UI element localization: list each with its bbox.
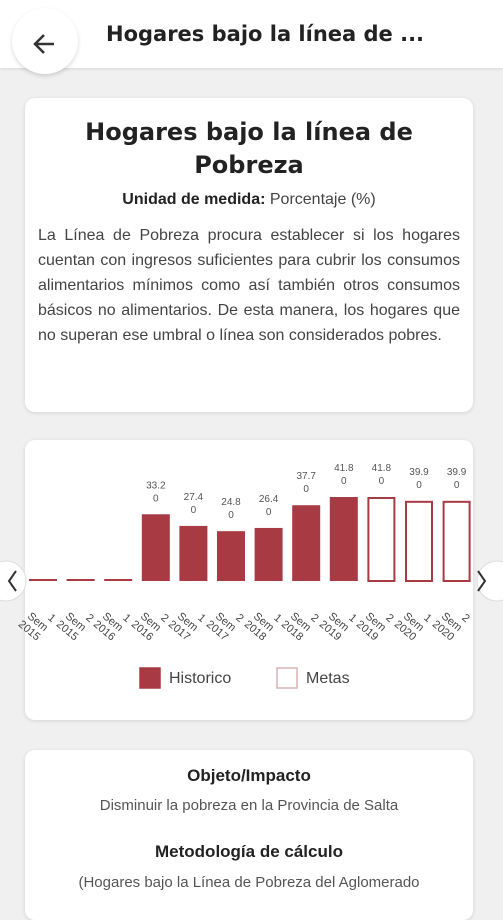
bar	[329, 497, 358, 581]
bar	[367, 497, 396, 582]
chart-svg: 33.2 0 27.4 0 24.8 0 26.4 0 37.7 0 41.8 0 41.8 0 39.9 0…	[0, 463, 503, 689]
value-label: 33.2	[146, 480, 166, 491]
back-icon	[33, 34, 54, 54]
unit-value: Porcentaje (%)	[269, 191, 376, 208]
value-label: 0	[341, 476, 347, 487]
summary-card: Hogares bajo la línea de Pobreza Unidad …	[25, 98, 473, 412]
top-bar	[0, 0, 503, 68]
value-label: 0	[454, 480, 460, 491]
chart-card	[25, 440, 473, 720]
value-label: 0	[266, 507, 272, 518]
bar	[405, 500, 433, 582]
value-label: 0	[153, 493, 159, 504]
value-label: 0	[416, 480, 422, 491]
objective-title: Objeto/Impacto	[187, 766, 311, 785]
method-title: Metodología de cálculo	[155, 842, 343, 861]
bar	[254, 527, 283, 581]
value-label: 39.9	[447, 467, 467, 478]
value-label: 41.8	[334, 463, 354, 474]
legend-label: Historico	[169, 670, 231, 687]
legend-swatch	[139, 667, 161, 689]
legend-swatch	[276, 667, 298, 689]
value-label: 27.4	[184, 492, 204, 503]
back-button[interactable]	[12, 8, 78, 74]
chart: 33.2 0 27.4 0 24.8 0 26.4 0 37.7 0 41.8 0 41.8 0 39.9 0…	[0, 440, 503, 720]
details-card: Objeto/Impacto Disminuir la pobreza en l…	[25, 750, 473, 920]
value-label: 0	[303, 484, 309, 495]
value-label: 26.4	[259, 494, 279, 505]
prev-button[interactable]	[0, 560, 27, 602]
bar	[179, 525, 208, 581]
unit: Unidad de medida: Porcentaje (%)	[25, 191, 473, 209]
bar	[66, 579, 95, 581]
value-label: 24.8	[221, 497, 241, 508]
prev-icon	[7, 570, 17, 592]
summary-title: Hogares bajo la línea de Pobreza	[85, 118, 413, 179]
unit-label: Unidad de medida:	[122, 191, 266, 208]
next-icon	[477, 570, 487, 592]
value-label: 0	[379, 476, 385, 487]
value-label: 0	[228, 510, 234, 521]
header-title: Hogares bajo la línea de ...	[106, 22, 425, 46]
bar	[29, 579, 57, 581]
value-label: 39.9	[409, 467, 429, 478]
value-label: 0	[191, 505, 197, 516]
next-button[interactable]	[476, 560, 503, 602]
bar	[104, 579, 133, 581]
value-label: 37.7	[296, 471, 316, 482]
description: La Línea de Pobreza procura establecer s…	[38, 227, 460, 344]
objective: Disminuir la pobreza en la Provincia de …	[99, 797, 399, 814]
legend-label: Metas	[306, 670, 350, 687]
method: (Hogares bajo la Línea de Pobreza del Ag…	[78, 874, 420, 891]
bar	[292, 505, 321, 581]
bar	[442, 500, 471, 582]
bar	[217, 531, 245, 581]
bar	[141, 514, 170, 581]
value-label: 41.8	[372, 463, 392, 474]
